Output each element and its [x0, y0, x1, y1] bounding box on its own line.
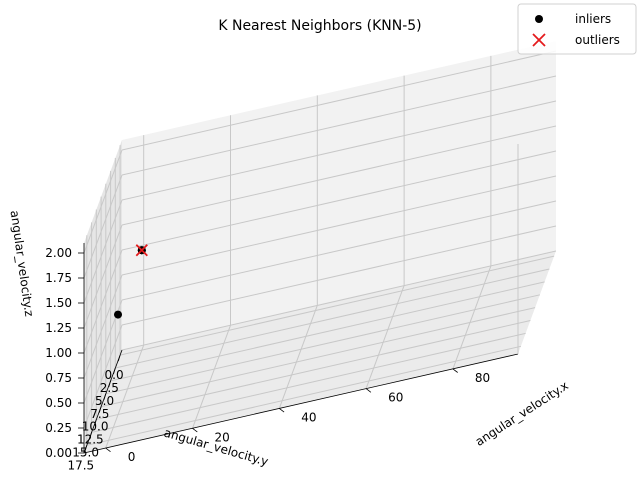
grid-line-x: [365, 285, 405, 389]
grid-line-x: [452, 265, 492, 370]
grid-line-y: [119, 255, 555, 356]
y-tick-mark: [113, 367, 116, 375]
grid-line-y: [115, 268, 550, 369]
y-tick-label: 7.5: [90, 407, 109, 421]
z-tick-label: 0.00: [45, 446, 72, 460]
grid-line-z: [83, 274, 123, 379]
y-tick-mark: [103, 393, 107, 400]
x-tick-label: 40: [301, 410, 316, 424]
grid-line-z: [121, 250, 557, 351]
grid-line-z: [83, 224, 123, 329]
grid-line-z: [121, 200, 557, 301]
grid-line-y: [105, 294, 541, 395]
grid-line-z: [121, 150, 557, 251]
data-points: [114, 244, 148, 319]
z-tick-label: 1.50: [45, 296, 72, 310]
x-tick-mark: [105, 447, 111, 453]
x-tick-label: 80: [475, 371, 490, 385]
z-axis-label: angular_velocity.z: [8, 209, 37, 317]
grid-line-z: [121, 175, 557, 276]
x-axis-line: [83, 353, 519, 454]
y-tick-label: 10.0: [82, 420, 109, 434]
legend-marker-inliers: [535, 15, 543, 23]
chart-title: K Nearest Neighbors (KNN-5): [218, 18, 421, 34]
grid-line-z: [121, 225, 557, 326]
z-tick-label: 2.00: [45, 246, 72, 260]
x-tick-mark: [279, 408, 285, 413]
y-tick-mark: [98, 406, 102, 413]
z-tick-label: 0.75: [45, 371, 72, 385]
legend-label-inliers: inliers: [575, 12, 611, 26]
grid-line-y: [110, 281, 545, 382]
grid-line-y: [91, 332, 526, 433]
legend: inliers outliers: [517, 3, 637, 55]
grid-line-z: [83, 199, 123, 304]
legend-marker-outliers: [532, 33, 546, 47]
y-tick-label: 17.5: [67, 458, 94, 472]
grid-line-z: [121, 125, 557, 226]
grid-line-z: [121, 75, 557, 176]
axis-ticks: 0 20 40 60 80 0.02.55.07.510.012.515.017.50.0…: [45, 246, 490, 472]
x-tick-mark: [452, 368, 458, 373]
grid-lines: [83, 50, 557, 454]
z-tick-label: 0.25: [45, 421, 72, 435]
grid-line-z: [121, 100, 557, 201]
y-tick-label: 0.0: [105, 368, 124, 382]
axis-panes: [84, 41, 556, 453]
grid-line-z: [83, 249, 123, 354]
x-tick-label: 0: [128, 450, 136, 464]
grid-line-x: [278, 305, 318, 409]
y-tick-mark: [94, 419, 97, 426]
grid-line-x: [192, 325, 231, 429]
grid-line-x: [105, 344, 145, 449]
y-tick-label: 12.5: [77, 433, 104, 447]
y-tick-mark: [89, 432, 92, 439]
point-outliers: [135, 244, 148, 257]
grid-line-z: [83, 149, 123, 254]
x-tick-label: 20: [215, 430, 230, 444]
grid-line-z: [83, 174, 123, 279]
legend-label-outliers: outliers: [575, 33, 620, 47]
grid-line-y: [96, 320, 531, 420]
x-tick-mark: [192, 427, 198, 433]
y-tick-label: 2.5: [100, 381, 119, 395]
z-tick-label: 1.75: [45, 271, 72, 285]
x-axis-label: angular_velocity.x: [473, 378, 571, 449]
y-tick-label: 5.0: [95, 394, 114, 408]
z-tick-label: 1.25: [45, 321, 72, 335]
point-inliers: [114, 310, 122, 319]
grid-line-y: [86, 345, 522, 446]
y-tick-mark: [117, 354, 121, 362]
x-tick-mark: [365, 388, 372, 393]
grid-line-y: [100, 307, 536, 408]
z-tick-label: 0.50: [45, 396, 72, 410]
z-tick-label: 1.00: [45, 346, 72, 360]
y-tick-label: 15.0: [72, 445, 99, 459]
y-tick-mark: [84, 445, 88, 452]
y-tick-mark: [108, 380, 111, 388]
grid-line-z: [83, 324, 123, 429]
x-tick-label: 60: [388, 391, 403, 405]
grid-line-z: [121, 50, 557, 151]
legend-frame: [517, 3, 637, 55]
